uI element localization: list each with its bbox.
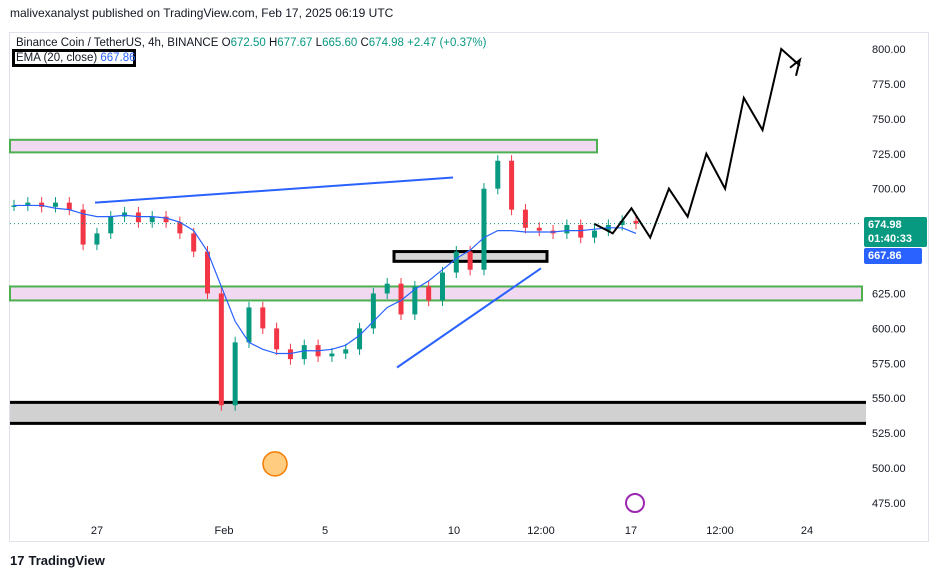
- y-tick-label: 775.00: [872, 79, 906, 91]
- candle-body: [66, 202, 72, 210]
- candle-body: [578, 225, 584, 238]
- candle-body: [163, 216, 169, 223]
- ema-highlight-box: [12, 49, 136, 67]
- candle-body: [274, 328, 280, 350]
- y-tick-label: 600.00: [872, 323, 906, 335]
- y-tick-label: 800.00: [872, 44, 906, 56]
- bar-countdown: 01:40:33: [868, 233, 913, 245]
- symbol-legend: Binance Coin / TetherUS, 4h, BINANCE O67…: [16, 36, 486, 51]
- candle-body: [260, 307, 266, 329]
- ema-legend[interactable]: EMA (20, close) 667.86: [16, 52, 136, 64]
- candle-body: [370, 293, 376, 329]
- candle-body: [619, 220, 625, 226]
- candle-body: [287, 349, 293, 360]
- low-marker: [262, 451, 288, 477]
- candle-body: [39, 202, 45, 207]
- candle-body: [246, 307, 252, 343]
- candle-body: [52, 202, 58, 207]
- ema-price-tag: 667.86: [864, 248, 922, 264]
- candle-body: [135, 212, 141, 223]
- candle-body: [343, 349, 349, 354]
- close-label: C: [360, 37, 369, 49]
- zone-demand: [10, 402, 866, 424]
- y-tick-label: 500.00: [872, 463, 906, 475]
- open-label: O: [221, 37, 231, 49]
- projection-path: [593, 47, 801, 240]
- candle-body: [232, 342, 238, 406]
- y-tick-label: 575.00: [872, 358, 906, 370]
- y-tick-label: 725.00: [872, 149, 906, 161]
- event-icon: [625, 493, 645, 513]
- candle-body: [94, 233, 100, 245]
- candle-body: [633, 220, 639, 224]
- candle-body: [426, 286, 432, 301]
- candle-body: [384, 283, 390, 294]
- candle-body: [108, 216, 114, 234]
- candle-body: [564, 225, 570, 234]
- candle-body: [205, 251, 211, 294]
- candle-body: [536, 227, 542, 231]
- candle-body: [357, 328, 363, 350]
- last-price-tag: 674.98 01:40:33: [864, 217, 927, 247]
- ema-label: EMA (20, close): [16, 52, 98, 64]
- tradingview-brand[interactable]: 17 TradingView: [10, 553, 105, 568]
- ema-value: 667.86: [100, 52, 136, 64]
- high-value: 677.67: [277, 37, 313, 49]
- zone-support: [9, 285, 863, 302]
- brand-label: TradingView: [28, 553, 105, 568]
- candle-body: [122, 212, 128, 217]
- y-tick-label: 750.00: [872, 114, 906, 126]
- x-tick-label: 10: [448, 525, 460, 537]
- open-value: 672.50: [230, 37, 266, 49]
- candle-body: [329, 353, 335, 357]
- candle-body: [191, 233, 197, 252]
- trendline-upper: [94, 176, 454, 204]
- x-tick-label: Feb: [215, 525, 234, 537]
- candle-body: [522, 209, 528, 228]
- candle-body: [177, 222, 183, 234]
- change-value: +2.47 (+0.37%): [407, 37, 487, 49]
- last-price-value: 674.98: [868, 219, 902, 231]
- trendline-support: [396, 267, 542, 369]
- publisher-line: malivexanalyst published on TradingView.…: [10, 6, 394, 20]
- y-tick-label: 700.00: [872, 184, 906, 196]
- y-tick-label: 475.00: [872, 498, 906, 510]
- candle-body: [25, 202, 31, 206]
- y-tick-label: 525.00: [872, 428, 906, 440]
- candle-body: [412, 286, 418, 315]
- candle-body: [80, 209, 86, 245]
- candle-body: [218, 293, 224, 406]
- close-value: 674.98: [368, 37, 404, 49]
- x-tick-label: 27: [91, 525, 103, 537]
- candle-body: [453, 251, 459, 273]
- x-tick-label: 5: [322, 525, 328, 537]
- candle-body: [467, 251, 473, 270]
- projection-arrowhead: [789, 57, 802, 77]
- y-tick-label: 550.00: [872, 393, 906, 405]
- ema-line: [14, 204, 637, 355]
- high-label: H: [268, 37, 278, 49]
- x-tick-label: 12:00: [706, 525, 734, 537]
- candle-body: [439, 272, 445, 301]
- candle-body: [481, 188, 487, 270]
- candle-body: [495, 160, 501, 189]
- x-tick-label: 24: [801, 525, 813, 537]
- candle-body: [509, 160, 515, 210]
- y-tick-label: 625.00: [872, 288, 906, 300]
- low-value: 665.60: [322, 37, 358, 49]
- tradingview-logo-icon: 17: [10, 553, 25, 568]
- candle-body: [592, 230, 598, 238]
- x-tick-label: 17: [625, 525, 637, 537]
- candle-body: [11, 205, 17, 207]
- candle-body: [398, 283, 404, 315]
- zone-resistance: [9, 138, 598, 154]
- symbol-title[interactable]: Binance Coin / TetherUS, 4h, BINANCE: [16, 37, 219, 49]
- candle-body: [149, 216, 155, 223]
- candle-body: [301, 345, 307, 360]
- x-tick-label: 12:00: [527, 525, 555, 537]
- low-label: L: [315, 37, 323, 49]
